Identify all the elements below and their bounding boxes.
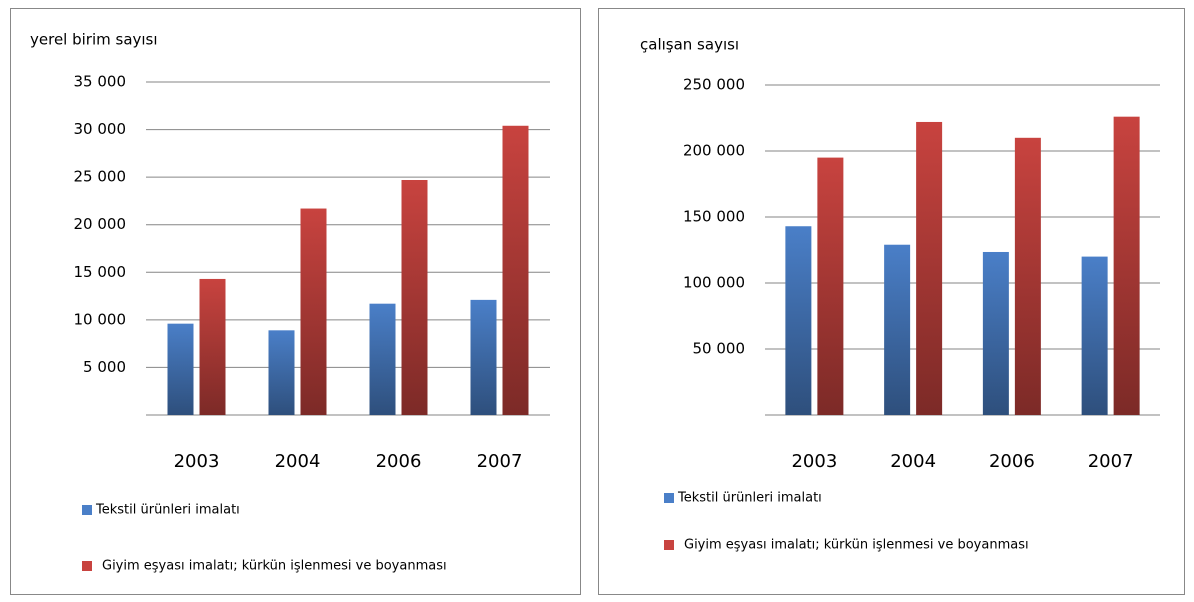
legend-label: Giyim eşyası imalatı; kürkün işlenmesi v… [102,559,447,574]
bar [268,330,295,415]
legend-label: Tekstil ürünleri imalatı [677,491,822,506]
bar [785,226,812,415]
y-tick-label: 250 000 [683,76,745,94]
x-tick-label: 2006 [989,451,1035,472]
y-tick-label: 10 000 [74,310,127,328]
y-tick-label: 100 000 [683,274,745,292]
x-tick-label: 2003 [791,451,837,472]
bar [884,244,911,415]
y-tick-label: 50 000 [693,340,746,358]
bar [470,299,497,415]
y-tick-label: 20 000 [74,215,127,233]
bar [369,303,396,415]
y-tick-label: 15 000 [74,263,127,281]
x-tick-label: 2006 [376,451,422,472]
x-tick-label: 2007 [477,451,523,472]
bar [401,179,428,415]
y-tick-label: 200 000 [683,142,745,160]
legend-swatch [664,493,674,503]
chart-title: çalışan sayısı [640,36,739,54]
y-tick-label: 25 000 [74,168,127,186]
y-tick-label: 30 000 [74,120,127,138]
bar [817,157,844,415]
x-tick-label: 2004 [275,451,321,472]
legend-swatch [82,561,92,571]
legend-label: Tekstil ürünleri imalatı [95,503,240,518]
legend-swatch [82,505,92,515]
bar [1113,116,1140,416]
x-tick-label: 2003 [174,451,220,472]
x-tick-label: 2004 [890,451,936,472]
bar [502,125,529,415]
bar [300,208,327,415]
bar [916,121,943,416]
legend-label: Giyim eşyası imalatı; kürkün işlenmesi v… [684,538,1029,553]
bar [167,323,194,415]
bar [199,278,226,415]
chart-title: yerel birim sayısı [30,31,158,49]
legend-swatch [664,540,674,550]
y-tick-label: 150 000 [683,208,745,226]
bar [982,251,1009,415]
bar [1014,137,1041,416]
x-tick-label: 2007 [1088,451,1134,472]
y-tick-label: 35 000 [74,73,127,91]
bar [1081,256,1108,415]
y-tick-label: 5 000 [83,358,126,376]
